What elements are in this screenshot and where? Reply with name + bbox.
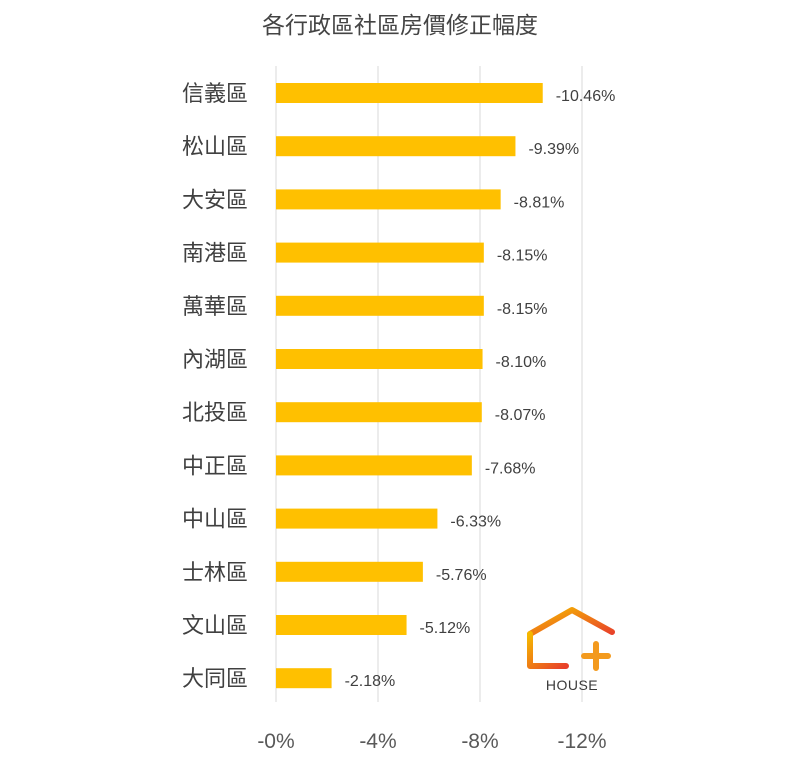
bar <box>276 402 482 423</box>
data-label: -6.33% <box>450 514 501 531</box>
bar <box>276 615 407 635</box>
data-label: -8.15% <box>497 248 548 265</box>
data-label: -5.76% <box>436 567 487 584</box>
category-label: 大同區 <box>182 667 248 692</box>
bar <box>276 136 516 157</box>
bar <box>276 561 423 582</box>
category-label: 北投區 <box>182 401 248 426</box>
category-label: 文山區 <box>182 614 248 639</box>
data-label: -5.12% <box>420 620 471 637</box>
category-label: 士林區 <box>182 561 248 586</box>
bars <box>276 83 543 689</box>
category-label: 內湖區 <box>182 348 248 373</box>
gridlines <box>275 66 583 702</box>
x-tick-label: -0% <box>257 730 294 753</box>
data-label: -2.18% <box>345 673 396 690</box>
data-label: -8.81% <box>514 194 565 211</box>
bar <box>276 83 543 103</box>
bar <box>276 668 332 689</box>
category-label: 萬華區 <box>182 295 248 320</box>
category-label: 大安區 <box>182 188 248 213</box>
house-plus-logo: HOUSE <box>524 606 620 696</box>
x-tick-label: -8% <box>461 730 498 753</box>
x-tick-label: -12% <box>557 730 606 753</box>
labels: -0% -4% -8% -12% 信義區 -10.46% 松山區 -9.39% 大安區 -8.81… <box>182 82 615 753</box>
chart-title: 各行政區社區房價修正幅度 <box>262 13 538 39</box>
bar <box>276 189 501 210</box>
category-label: 信義區 <box>182 82 248 107</box>
data-label: -7.68% <box>485 460 536 477</box>
bar <box>276 455 472 476</box>
bar <box>276 508 438 529</box>
data-label: -8.07% <box>495 407 546 424</box>
logo-text: HOUSE <box>545 677 599 693</box>
bar <box>276 349 483 369</box>
category-label: 南港區 <box>182 242 248 267</box>
category-label: 中山區 <box>182 508 248 533</box>
data-label: -9.39% <box>528 141 579 158</box>
x-tick-label: -4% <box>359 730 396 753</box>
house-logo-icon <box>527 607 615 671</box>
data-label: -8.10% <box>496 354 547 371</box>
data-label: -10.46% <box>556 88 616 105</box>
bar <box>276 295 484 316</box>
data-label: -8.15% <box>497 301 548 318</box>
category-label: 松山區 <box>182 135 248 160</box>
category-label: 中正區 <box>182 454 248 479</box>
bar <box>276 242 484 263</box>
